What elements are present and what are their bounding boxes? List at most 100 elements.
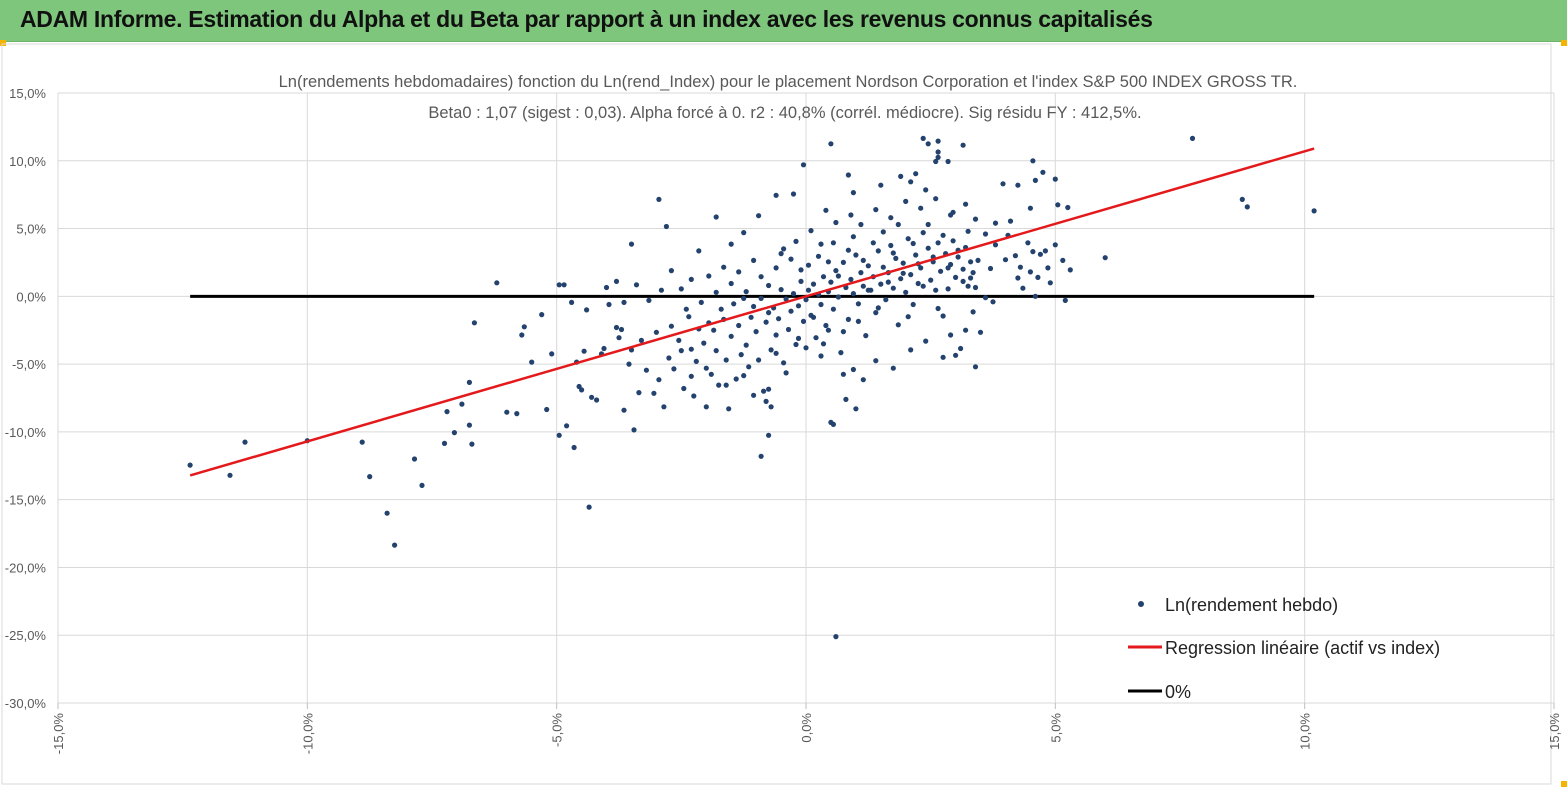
data-point	[1032, 293, 1038, 299]
selection-handle-top-left[interactable]	[0, 40, 6, 46]
data-point	[1027, 205, 1033, 211]
data-point	[800, 318, 807, 324]
data-point	[678, 348, 684, 354]
data-point	[711, 327, 717, 333]
data-point	[701, 340, 707, 346]
data-point	[890, 365, 896, 371]
data-point	[828, 141, 834, 147]
data-point	[763, 319, 769, 325]
selection-handle-bottom-right[interactable]	[1561, 781, 1567, 787]
data-point	[728, 280, 734, 287]
data-point	[960, 278, 966, 284]
data-point	[653, 329, 660, 335]
data-point	[678, 286, 684, 292]
data-point	[990, 299, 996, 305]
data-point	[519, 332, 525, 338]
data-point	[923, 187, 929, 193]
data-point	[793, 238, 799, 244]
data-point	[776, 316, 782, 322]
data-point	[880, 264, 886, 270]
data-point	[688, 373, 694, 379]
legend-marker-scatter	[1138, 601, 1144, 607]
data-point	[908, 347, 914, 353]
data-point	[945, 158, 951, 165]
y-tick-label: -20,0%	[5, 560, 47, 575]
data-point	[514, 411, 520, 417]
data-point	[838, 350, 844, 356]
data-point	[898, 276, 904, 282]
data-point	[761, 388, 767, 394]
data-point	[706, 273, 712, 279]
data-point	[242, 439, 248, 445]
data-point	[790, 291, 797, 297]
data-point	[1027, 269, 1033, 275]
data-point	[960, 266, 966, 272]
data-point	[855, 301, 862, 307]
data-point	[813, 335, 819, 341]
data-point	[758, 453, 764, 459]
data-point	[561, 282, 567, 288]
data-point	[963, 201, 969, 207]
data-point	[873, 358, 879, 364]
data-point	[778, 287, 784, 293]
data-point	[781, 360, 787, 366]
data-point	[766, 282, 772, 289]
data-point	[631, 427, 637, 433]
gridlines	[57, 92, 1555, 709]
data-point	[908, 179, 914, 185]
data-point	[905, 236, 911, 242]
data-point	[987, 265, 994, 272]
data-point	[444, 409, 450, 415]
selection-handle-top-right[interactable]	[1561, 40, 1567, 46]
data-point	[965, 283, 971, 289]
data-point	[713, 289, 719, 295]
data-point	[948, 332, 954, 338]
data-point	[691, 393, 697, 399]
y-tick-label: -15,0%	[5, 493, 47, 508]
data-point	[756, 357, 762, 363]
data-point	[818, 353, 824, 359]
data-point	[860, 257, 866, 263]
data-point	[392, 542, 398, 548]
data-point	[746, 364, 752, 370]
data-point	[820, 341, 827, 347]
data-point	[466, 379, 472, 385]
data-point	[948, 212, 954, 218]
legend: Ln(rendement hebdo) Regression linéaire …	[1128, 595, 1440, 702]
data-point	[521, 324, 527, 330]
data-point	[646, 297, 652, 303]
data-point	[1000, 181, 1006, 187]
y-tick-label: 15,0%	[9, 86, 46, 101]
data-point	[621, 299, 627, 305]
data-point	[469, 441, 475, 447]
data-point	[1015, 275, 1021, 281]
data-point	[571, 444, 577, 451]
data-point	[825, 259, 832, 265]
data-point	[756, 213, 762, 219]
data-point	[803, 297, 809, 303]
data-point	[656, 377, 662, 383]
data-point	[459, 401, 465, 407]
data-point	[845, 247, 852, 253]
data-point	[918, 205, 924, 211]
data-point	[935, 305, 941, 312]
data-point	[768, 347, 774, 353]
data-point	[925, 141, 931, 147]
data-point	[1055, 202, 1061, 208]
data-point	[883, 297, 889, 303]
data-point	[766, 386, 772, 392]
data-point	[910, 240, 916, 247]
data-point	[713, 214, 719, 220]
data-point	[858, 270, 864, 276]
data-point	[359, 439, 365, 445]
data-point	[738, 352, 744, 358]
data-point	[845, 316, 852, 322]
data-point	[945, 286, 951, 292]
data-point	[693, 358, 699, 364]
data-point	[698, 299, 704, 305]
data-point	[1012, 253, 1019, 259]
data-point	[441, 440, 448, 446]
data-point	[688, 276, 694, 282]
data-point	[878, 182, 884, 188]
